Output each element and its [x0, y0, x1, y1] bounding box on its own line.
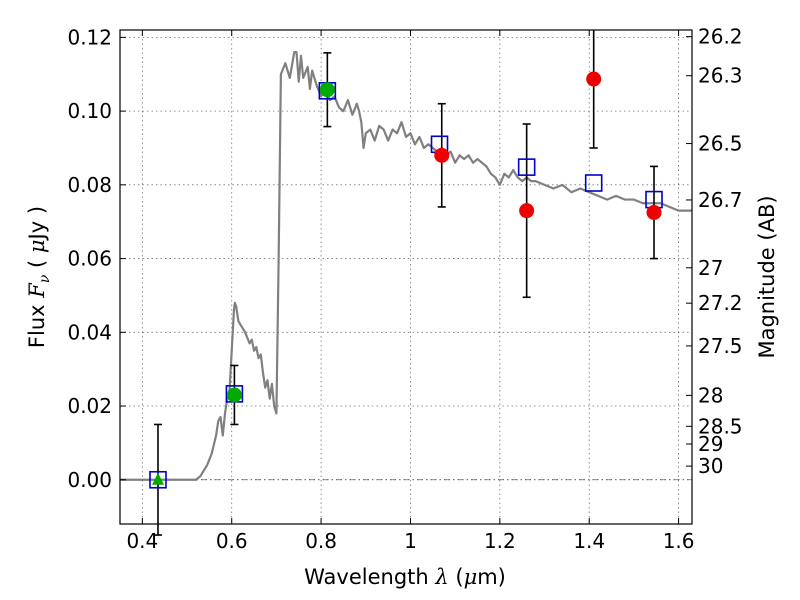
- y-axis-nu: ν: [37, 274, 53, 283]
- plot-frame: [119, 29, 693, 525]
- y-tick-label: 0.02: [67, 394, 112, 418]
- y2-axis-label: Magnitude (AB): [755, 195, 779, 358]
- axes-layer: 0.4 0.6 0.8 1 1.2 1.4 1.6 0.00 0.02 0.04 0.06 0.08 0…: [67, 25, 742, 553]
- mag-tick-label: 27.2: [698, 291, 743, 315]
- model-square-marker: [517, 158, 536, 176]
- mag-tick-label: 27.5: [698, 334, 743, 358]
- grid-layer: [120, 30, 692, 524]
- x-tick-label: 1.6: [663, 529, 695, 553]
- y-tick-label: 0.06: [67, 247, 112, 271]
- mag-tick-label: 29: [698, 432, 723, 456]
- spectrum-line: [120, 51, 692, 481]
- red-circle-marker: [434, 147, 450, 163]
- x-axis-mu: μ: [464, 565, 478, 589]
- green-circle-marker: [226, 387, 242, 403]
- y-axis-F: F: [25, 282, 49, 299]
- triangle-marker: [151, 472, 164, 485]
- x-axis-label: Wavelength λ (μm): [304, 565, 506, 589]
- x-axis-lambda: λ: [434, 565, 448, 589]
- mag-tick-label: 26.2: [698, 25, 743, 49]
- mag-tick-label: 28.5: [698, 414, 743, 438]
- x-tick-label: 0.4: [126, 529, 158, 553]
- model-square-marker: [149, 470, 167, 489]
- x-tick-label: 1.2: [484, 529, 516, 553]
- y-tick-label: 0.12: [67, 25, 112, 49]
- x-tick-label: 1: [404, 529, 417, 553]
- y-tick-label: 0.04: [67, 320, 112, 344]
- green-circle-marker: [319, 82, 335, 98]
- y-tick-label: 0.10: [67, 99, 112, 123]
- mag-tick-label: 26.5: [698, 132, 743, 156]
- model-square-marker: [584, 174, 603, 192]
- x-tick-label: 0.6: [216, 529, 248, 553]
- mag-tick-label: 27: [698, 256, 723, 280]
- series-layer: [120, 30, 692, 536]
- red-circle-marker: [586, 71, 602, 87]
- mag-tick-label: 28: [698, 383, 723, 407]
- x-tick-label: 1.4: [573, 529, 605, 553]
- y-tick-label: 0.08: [67, 173, 112, 197]
- y-axis-unit: Jy ): [25, 206, 49, 242]
- y-axis-mu: μ: [25, 239, 49, 253]
- mag-tick-label: 30: [698, 454, 723, 478]
- mag-tick-label: 26.3: [698, 64, 743, 88]
- x-tick-label: 0.8: [305, 529, 337, 553]
- red-circle-marker: [519, 203, 535, 219]
- red-circle-marker: [646, 204, 662, 220]
- y-tick-label: 0.00: [67, 468, 112, 492]
- y-axis-paren-open: (: [25, 253, 49, 275]
- mag-tick-label: 26.7: [698, 188, 743, 212]
